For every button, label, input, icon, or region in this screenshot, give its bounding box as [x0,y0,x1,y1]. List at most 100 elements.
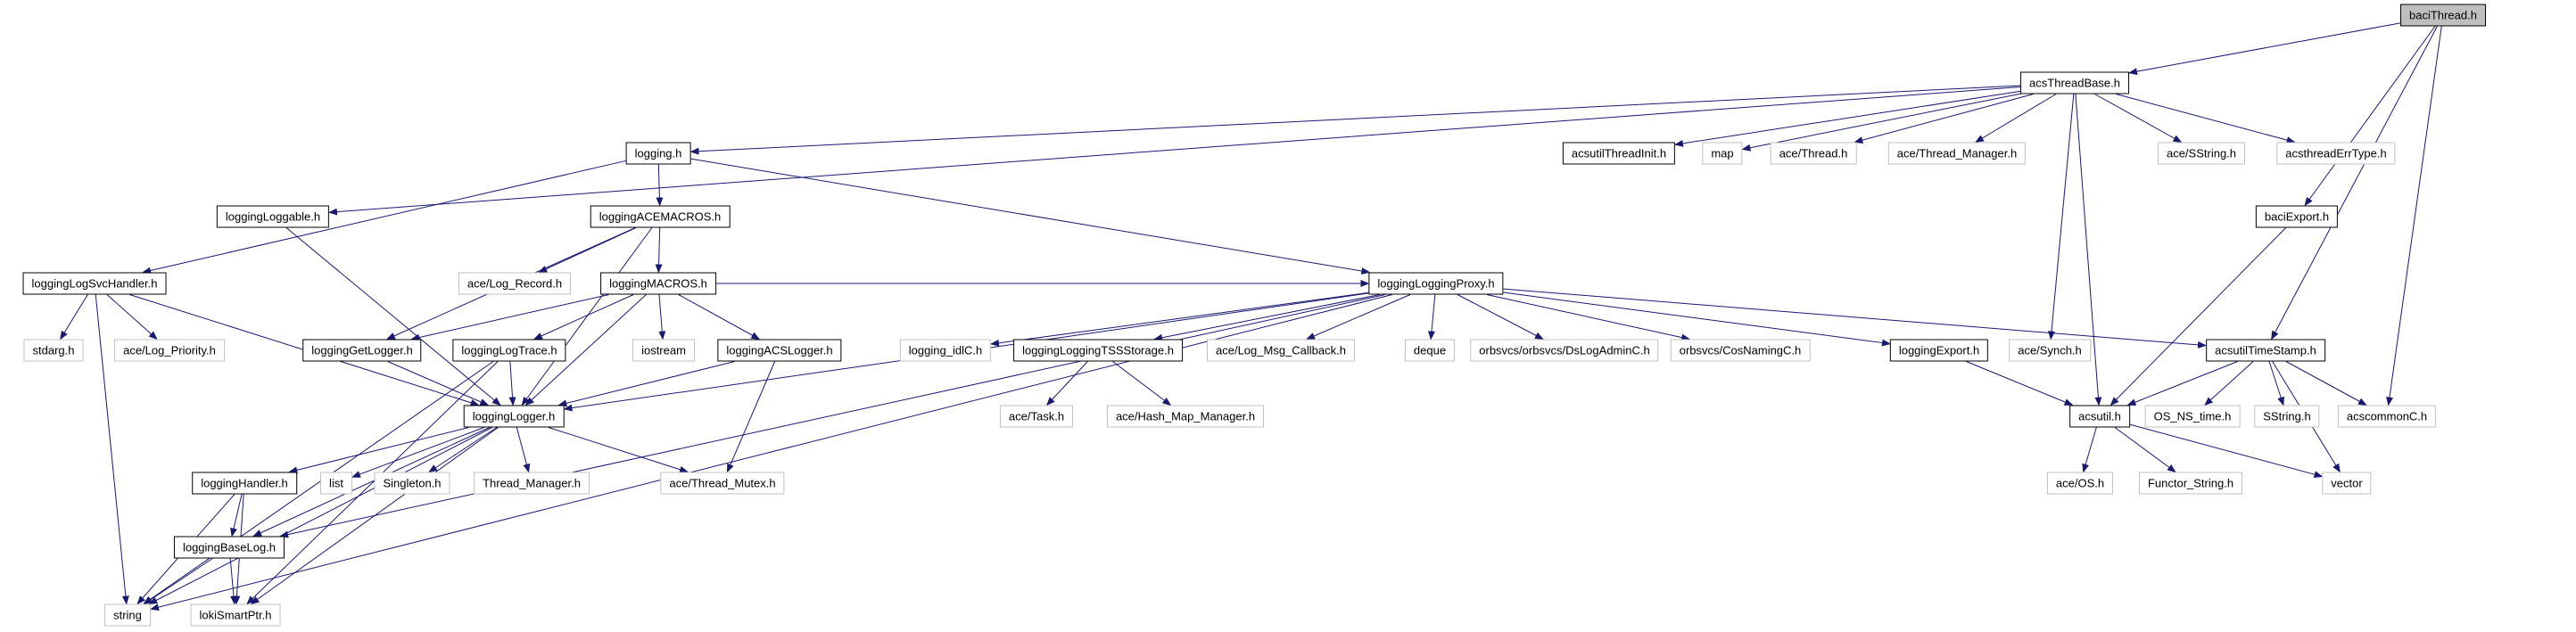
include-edge-acsthreadbase-h-to-loggingloggable-h [328,86,2021,216]
include-edge-loggingloggingproxy-h-to-logging-idlc-h [990,291,1369,347]
include-edge-acsthreadbase-h-to-ace-thread-h [1854,94,2034,144]
graph-node-os-ns-time-h: OS_NS_time.h [2144,405,2241,428]
graph-node-iostream: iostream [632,339,695,362]
include-edge-logginglogsvchandler-h-to-stdarg-h [60,294,88,341]
include-edge-loggingacslogger-h-to-logginglogger-h [557,361,735,407]
include-edge-baciexport-h-to-acsutil-h [2110,227,2287,406]
include-edge-logging-h-to-loggingloggingproxy-h [690,158,1371,275]
graph-node-ace-os-h: ace/OS.h [2046,472,2114,495]
graph-node-ace-log-record-h: ace/Log_Record.h [458,272,572,295]
include-edge-logginglogtrace-h-to-logginglogger-h [508,361,516,406]
graph-node-acsutil-h[interactable]: acsutil.h [2069,405,2130,428]
include-edge-acsthreadbase-h-to-ace-synch-h [2048,94,2075,341]
include-edge-loggingacemacros-h-to-loggingmacros-h [655,227,663,274]
include-edge-acsutiltimestamp-h-to-acscommonc-h [2285,361,2367,406]
graph-node-acsutilthreadinit-h[interactable]: acsutilThreadInit.h [1562,142,1676,165]
include-edge-logginglogger-h-to-logginghandler-h [288,427,469,474]
graph-node-singleton-h: Singleton.h [374,472,450,495]
include-edge-acsutil-h-to-functor-string-h [2114,427,2176,473]
include-edge-loggingloggingproxy-h-to-orbsvcs-orbsvcs-dslogadminc-h [1457,294,1544,340]
include-edge-acsthreadbase-h-to-acsthreaderrtype-h [2116,94,2296,144]
include-edge-loggingloggingproxy-h-to-deque [1428,294,1436,341]
include-edge-logginglogger-h-to-lokismartptr-h [250,427,499,605]
graph-node-logginglogsvchandler-h[interactable]: loggingLogSvcHandler.h [22,272,167,295]
include-edge-logginglogger-h-to-singleton-h [428,427,498,473]
graph-node-ace-hash-map-manager-h: ace/Hash_Map_Manager.h [1106,405,1265,428]
include-edge-acsthreadbase-h-to-ace-thread-manager-h [1975,94,2057,144]
graph-node-functor-string-h: Functor_String.h [2138,472,2243,495]
include-edge-logginglogger-h-to-ace-thread-mutex-h [548,427,689,473]
include-edge-loggingloggable-h-to-logginglogger-h [285,227,501,406]
graph-node-ace-thread-mutex-h: ace/Thread_Mutex.h [660,472,785,495]
include-edge-acsthreadbase-h-to-acsutilthreadinit-h [1674,90,2021,147]
include-edge-loggingexport-h-to-acsutil-h [1966,361,2074,406]
graph-node-bacithread-h: baciThread.h [2400,4,2486,27]
graph-node-loggingmacros-h[interactable]: loggingMACROS.h [600,272,716,295]
include-edge-logging-h-to-loggingacemacros-h [656,164,664,207]
include-edge-logging-h-to-logginglogsvchandler-h [142,160,626,275]
include-edge-loggingmacros-h-to-iostream [658,294,666,341]
include-edge-acsutiltimestamp-h-to-os-ns-time-h [2204,361,2254,406]
graph-node-logging-h[interactable]: logging.h [625,142,691,165]
include-edge-acsutiltimestamp-h-to-acsutil-h [2126,361,2238,406]
include-edge-loggingloggingproxy-h-to-loggingexport-h [1503,291,1891,347]
include-edge-loggingloggingproxy-h-to-loggingloggingtssstorage-h [1153,294,1380,341]
include-edge-bacithread-h-to-baciexport-h [2304,26,2436,207]
graph-node-acsthreadbase-h[interactable]: acsThreadBase.h [2020,71,2129,94]
include-edge-logginggetlogger-h-to-logginglogger-h [387,361,490,406]
graph-node-map: map [1702,142,1743,165]
include-edge-loggingmacros-h-to-logginggetlogger-h [410,294,609,341]
include-edge-loggingbaselog-h-to-string [143,558,213,605]
graph-node-logging-idlc-h: logging_idlC.h [899,339,992,362]
graph-node-stdarg-h: stdarg.h [23,339,84,362]
include-edge-acsutil-h-to-ace-os-h [2082,427,2097,473]
graph-node-loggingacslogger-h[interactable]: loggingACSLogger.h [717,339,842,362]
graph-node-loggingexport-h[interactable]: loggingExport.h [1889,339,1989,362]
graph-node-ace-thread-h: ace/Thread.h [1770,142,1857,165]
graph-node-ace-thread-manager-h: ace/Thread_Manager.h [1887,142,2027,165]
graph-node-ace-task-h: ace/Task.h [999,405,1074,428]
graph-node-loggingloggingtssstorage-h[interactable]: loggingLoggingTSSStorage.h [1013,339,1183,362]
graph-node-acsutiltimestamp-h[interactable]: acsutilTimeStamp.h [2206,339,2325,362]
graph-node-loggingbaselog-h[interactable]: loggingBaseLog.h [173,536,285,559]
graph-node-logginghandler-h[interactable]: loggingHandler.h [192,472,297,495]
include-edge-loggingmacros-h-to-logginglogtrace-h [533,294,634,340]
include-edge-loggingloggingproxy-h-to-orbsvcs-cosnamingc-h [1486,294,1691,341]
include-edge-acsthreadbase-h-to-map [1741,93,2021,152]
graph-node-orbsvcs-orbsvcs-dslogadminc-h: orbsvcs/orbsvcs/DsLogAdminC.h [1470,339,1659,362]
include-edge-acsthreadbase-h-to-ace-sstring-h [2094,94,2183,143]
graph-node-string: string [104,603,151,627]
graph-node-logginglogger-h[interactable]: loggingLogger.h [463,405,565,428]
include-edge-acsutil-h-to-vector [2129,423,2324,479]
graph-node-loggingloggable-h[interactable]: loggingLoggable.h [216,205,330,228]
include-edge-loggingloggingtssstorage-h-to-ace-hash-map-manager-h [1112,361,1172,406]
include-edge-loggingmacros-h-to-loggingacslogger-h [678,294,761,340]
include-edge-acsutiltimestamp-h-to-sstring-h [2268,361,2284,406]
graph-node-acscommonc-h: acscommonC.h [2337,405,2437,428]
graph-node-baciexport-h[interactable]: baciExport.h [2255,205,2339,228]
graph-node-lokismartptr-h: lokiSmartPtr.h [190,603,281,627]
graph-node-ace-log-priority-h: ace/Log_Priority.h [114,339,225,362]
include-edge-loggingacemacros-h-to-logginglogger-h [521,227,653,406]
include-edge-loggingloggingtssstorage-h-to-ace-task-h [1045,361,1088,406]
graph-node-loggingloggingproxy-h[interactable]: loggingLoggingProxy.h [1368,272,1504,295]
graph-node-thread-manager-h: Thread_Manager.h [474,472,590,495]
include-edge-logginglogger-h-to-thread-manager-h [516,427,531,473]
graph-node-loggingacemacros-h[interactable]: loggingACEMACROS.h [590,205,731,228]
include-edge-bacithread-h-to-acscommonc-h [2386,26,2442,406]
include-edge-loggingloggingproxy-h-to-ace-log-msg-callback-h [1306,294,1411,340]
graph-node-ace-log-msg-callback-h: ace/Log_Msg_Callback.h [1207,339,1355,362]
graph-node-list: list [320,472,352,495]
graph-node-ace-sstring-h: ace/SString.h [2157,142,2246,165]
include-edge-bacithread-h-to-acsthreadbase-h [2128,22,2401,76]
graph-node-acsthreaderrtype-h: acsthreadErrType.h [2276,142,2396,165]
include-edge-loggingbaselog-h-to-lokismartptr-h [229,558,238,605]
include-edge-logginglogger-h-to-list [351,427,485,478]
graph-node-logginglogtrace-h[interactable]: loggingLogTrace.h [452,339,566,362]
graph-node-logginggetlogger-h[interactable]: loggingGetLogger.h [302,339,422,362]
include-edge-logginglogger-h-to-string [148,427,492,604]
include-edge-loggingacslogger-h-to-ace-thread-mutex-h [726,361,776,473]
include-edge-logginglogsvchandler-h-to-ace-log-priority-h [106,294,158,341]
